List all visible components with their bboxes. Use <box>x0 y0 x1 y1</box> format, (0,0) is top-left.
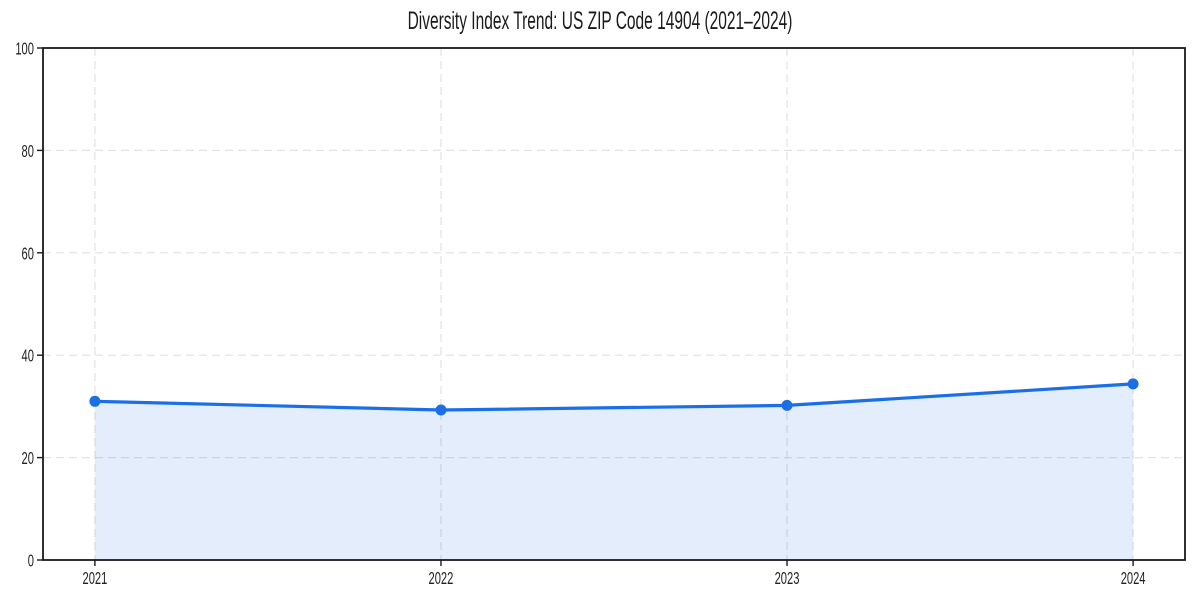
plot-border <box>42 47 1186 561</box>
y-tick-label-0: 0 <box>28 551 34 571</box>
x-tick-label-2021: 2021 <box>83 568 108 588</box>
y-tick-label-100: 100 <box>15 39 34 59</box>
trend-line <box>93 382 1135 412</box>
y-tick-label-80: 80 <box>22 141 34 161</box>
chart-title: Diversity Index Trend: US ZIP Code 14904… <box>407 7 793 35</box>
x-tick-label-2022: 2022 <box>429 568 454 588</box>
y-tick-label-60: 60 <box>22 244 34 264</box>
area-fill <box>94 383 1134 560</box>
data-point-2024 <box>1127 378 1139 390</box>
y-tick-label-20: 20 <box>22 448 34 468</box>
y-tick-label-40: 40 <box>22 346 34 366</box>
data-point-2023 <box>781 399 793 411</box>
data-point-2022 <box>435 404 447 416</box>
x-tick-label-2023: 2023 <box>775 568 800 588</box>
x-tick-label-2024: 2024 <box>1121 568 1146 588</box>
data-point-2021 <box>89 395 101 407</box>
